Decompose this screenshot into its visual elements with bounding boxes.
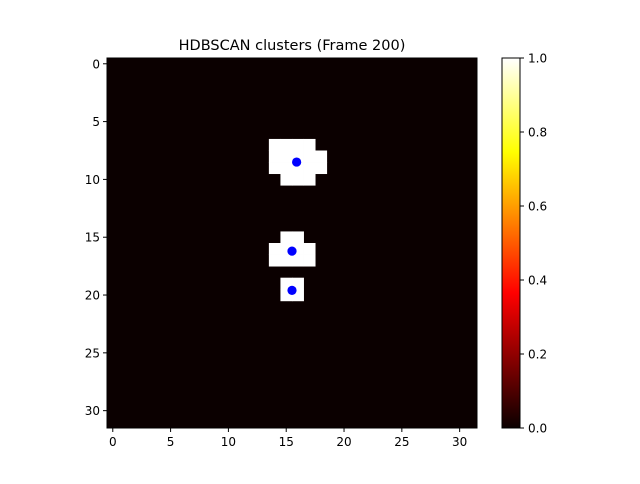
cluster-cell	[268, 162, 281, 175]
cluster-cell	[280, 162, 293, 175]
cluster-cell	[268, 150, 281, 163]
y-tick-label: 5	[92, 115, 100, 129]
cluster-cell	[280, 138, 293, 151]
colorbar-tick-label: 0.8	[528, 126, 547, 140]
cluster-cell	[303, 173, 316, 186]
y-tick-label: 20	[85, 289, 100, 303]
colorbar-tick-label: 1.0	[528, 52, 547, 66]
colorbar: 0.0 0.2 0.4 0.6 0.8 1.0	[501, 52, 547, 436]
colorbar-tick-label: 0.4	[528, 274, 547, 288]
cluster-cell	[280, 254, 293, 267]
x-tick-label: 25	[394, 435, 409, 449]
cluster-cell	[280, 231, 293, 244]
centroid-marker	[287, 246, 297, 256]
cluster-cell	[280, 289, 293, 302]
cluster-cell	[292, 138, 304, 151]
cluster-cell	[303, 254, 316, 267]
colorbar-tick-label: 0.6	[528, 200, 547, 214]
cluster-cell	[280, 173, 293, 186]
y-axis: 0 5 10 15 20 25 30	[85, 57, 107, 418]
cluster-cell	[303, 243, 316, 255]
x-tick-label: 15	[279, 435, 294, 449]
centroid-marker	[287, 285, 297, 296]
cluster-cell	[292, 277, 304, 290]
y-tick-label: 10	[85, 173, 100, 187]
cluster-cell	[303, 138, 316, 151]
cluster-cell	[292, 289, 304, 302]
x-tick-label: 20	[336, 435, 351, 449]
plot-frame	[106, 57, 478, 429]
cluster-cell	[280, 150, 293, 163]
cluster-cell	[268, 254, 281, 267]
cluster-cell	[292, 254, 304, 267]
x-tick-label: 5	[167, 435, 175, 449]
cluster-cell	[303, 162, 316, 175]
y-tick-label: 15	[85, 231, 100, 245]
cluster-cell	[280, 277, 293, 290]
x-axis: 0 5 10 15 20 25 30	[109, 428, 467, 449]
cluster-cell	[292, 150, 304, 163]
centroid-marker	[292, 157, 302, 167]
heatmap-area	[106, 57, 478, 429]
cluster-cell	[303, 150, 316, 163]
cluster-cell	[315, 162, 328, 175]
centroid-markers	[287, 157, 302, 296]
cluster-cell	[292, 162, 304, 175]
y-tick-label: 30	[85, 404, 100, 418]
chart-title: HDBSCAN clusters (Frame 200)	[179, 38, 406, 54]
colorbar-tick-label: 0.0	[528, 422, 547, 436]
y-tick-label: 25	[85, 346, 100, 360]
colorbar-tick-label: 0.2	[528, 348, 547, 362]
cluster-cell	[280, 243, 293, 255]
x-tick-label: 10	[221, 435, 236, 449]
x-tick-label: 0	[109, 435, 117, 449]
colorbar-scale	[501, 57, 521, 429]
cluster-cell	[292, 173, 304, 186]
y-tick-label: 0	[92, 57, 100, 71]
cluster-cell	[292, 231, 304, 244]
cluster-cell	[268, 243, 281, 255]
cluster-cell	[315, 150, 328, 163]
cluster-cell	[268, 138, 281, 151]
x-tick-label: 30	[452, 435, 467, 449]
cluster-cell	[292, 243, 304, 255]
